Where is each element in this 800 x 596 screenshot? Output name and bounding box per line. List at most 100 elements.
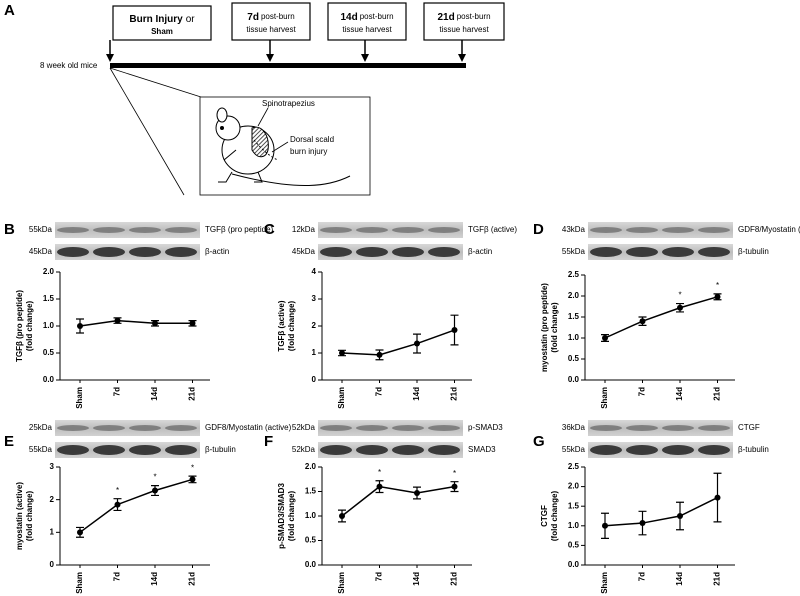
panel-label: E [4,433,14,450]
y-axis-label: (fold change) [25,301,34,352]
blot-strip [318,420,463,436]
x-tick-label: 7d [113,572,122,581]
blot-band [129,445,161,455]
y-axis-label: (fold change) [287,301,296,352]
y-axis-label: myostatin (pro peptide) [540,283,549,372]
y-tick-label: 1.5 [305,487,317,496]
event-text: tissue harvest [439,25,489,34]
event-box [423,2,505,41]
blot-label: CTGF [738,423,760,432]
blot-band [590,425,622,431]
data-line [604,496,718,527]
data-line [79,478,193,533]
y-tick-label: 2.5 [568,270,580,279]
data-point [714,293,721,300]
mouse [215,107,351,186]
blot-strip [55,420,200,436]
event-text: 21d post-burn [437,12,490,23]
significance: * [153,473,156,482]
x-tick-label: Sham [337,572,346,594]
y-tick-label: 1.0 [43,321,55,330]
y-tick-label: 2.0 [568,482,580,491]
y-tick-label: 2 [312,321,317,330]
x-tick-label: 21d [713,572,722,586]
pointer [257,107,269,127]
x-tick-label: 7d [638,572,647,581]
blot-band [57,445,89,455]
blot-marker: 52kDa [292,423,316,432]
data-point [376,483,383,490]
y-tick-label: 0.0 [305,560,317,569]
data-point [189,476,196,483]
blot-marker: 45kDa [292,247,316,256]
x-tick-label: 21d [450,572,459,586]
significance: * [378,468,381,477]
blot-band [356,247,388,257]
x-tick-label: 21d [713,387,722,401]
burn-label: burn injury [290,147,327,156]
blot-label: β-tubulin [205,445,236,454]
blot-band [662,445,694,455]
blot-label: β-actin [468,247,492,256]
y-tick-label: 1.0 [305,511,317,520]
data-point [451,327,458,334]
arrow-heads [106,54,466,62]
pointer [271,141,289,153]
blot-band [320,247,352,257]
blot-band [129,247,161,257]
blot-strip [318,222,463,238]
blot-strip [588,442,733,458]
event-box [327,2,407,41]
x-tick-label: 14d [412,572,421,586]
data-point [414,340,420,347]
blot-label: β-tubulin [738,247,769,256]
blot-band [320,227,352,233]
blot-band [428,247,460,257]
data-point [602,522,608,529]
y-tick-label: 2.0 [305,462,317,471]
data-point [714,494,721,501]
blot-marker: 36kDa [562,423,586,432]
event-text: Burn Injury or [129,14,195,25]
data-point [152,320,158,327]
chart-panel: D 43kDa GDF8/Myostatin (pro peptide) 55kDa β… [533,221,800,409]
blot-band [129,425,161,431]
blot-band [356,425,388,431]
x-tick-label: 21d [450,387,459,401]
blot-strip [55,442,200,458]
panel-label: B [4,221,15,238]
y-tick-label: 1.5 [568,501,580,510]
y-tick-label: 3 [50,462,55,471]
data-point [77,529,83,536]
x-tick-label: 14d [675,387,684,401]
blot-strip [588,244,733,260]
muscle-label: Spinotrapezius [262,99,315,108]
blot-band [165,445,197,455]
blot-band [698,247,730,257]
x-tick-label: 7d [375,572,384,581]
blot-strip [318,244,463,260]
blot-label: TGFβ (pro peptide) [205,225,274,234]
blot-band [590,445,622,455]
blot-band [392,445,424,455]
chart-panel: F 52kDa p-SMAD3 52kDa SMAD3 0.0 0.5 1.0 1.5 2.0 p-… [264,420,503,594]
blot-marker: 55kDa [562,247,586,256]
event-box [231,2,311,41]
y-tick-label: 2.0 [568,291,580,300]
y-axis-label: myostatin (active) [15,482,24,550]
blot-band [320,445,352,455]
y-tick-label: 0.0 [43,375,55,384]
blot-marker: 45kDa [29,247,53,256]
blot-band [392,425,424,431]
panel-label: C [264,221,275,238]
blot-band [698,227,730,233]
arrows [109,40,463,56]
y-axis-label: (fold change) [550,491,559,542]
significance: * [678,291,681,300]
chart-panel: B 55kDa TGFβ (pro peptide) 45kDa β-actin 0.0 0… [4,221,274,409]
blot-marker: 55kDa [29,225,53,234]
data-point [114,317,121,324]
x-tick-label: 14d [412,387,421,401]
blot-band [57,227,89,233]
